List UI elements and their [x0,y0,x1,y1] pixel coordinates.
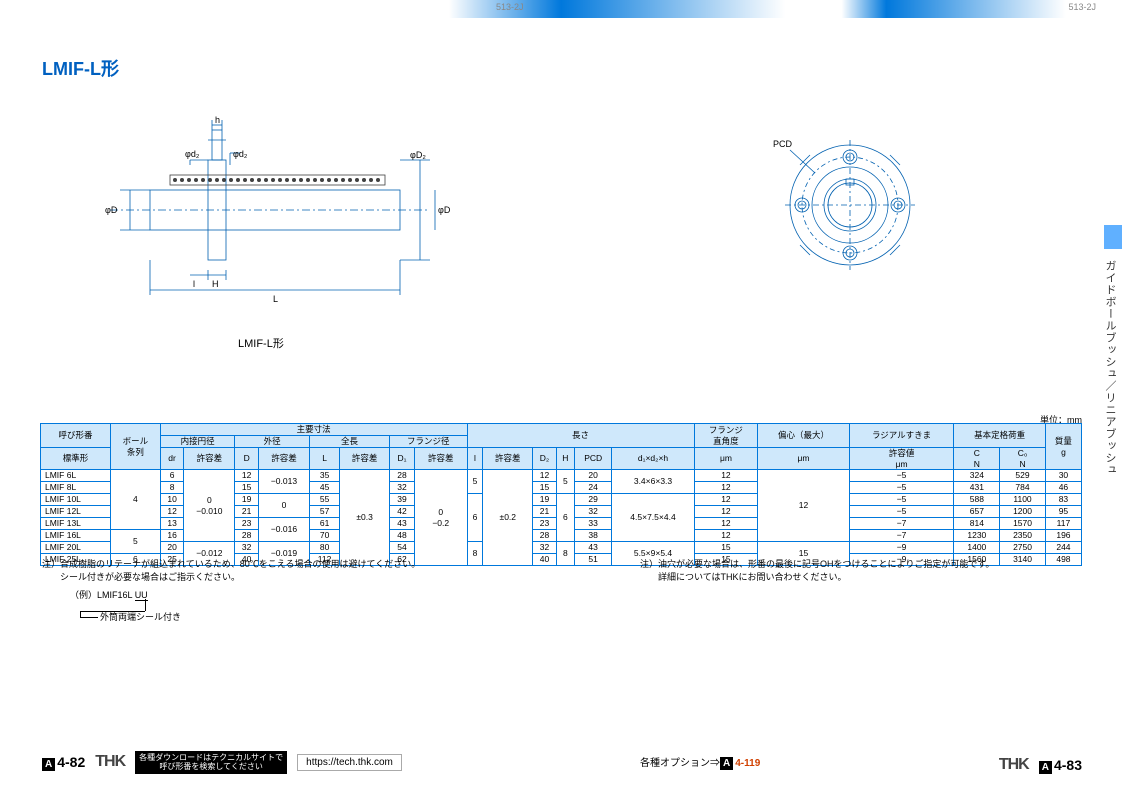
table-row: LMIF 6L 4 6 0−0.010 12 −0.013 35 ±0.3 28… [41,470,1082,482]
notes-left: 注）合成樹脂のリテーナが組込まれているため、80℃をこえる場合の使用は避けてくだ… [42,558,420,583]
example-label: （例）LMIF16L UU [70,588,148,601]
svg-text:H: H [212,279,219,289]
page-footer: A4-82 THK 各種ダウンロードはテクニカルサイトで呼び形番を検索してくださ… [0,750,1122,774]
page-header: 513-2J 513-2J [0,0,1122,18]
side-view-diagram: φD φd₂ φd₂ φD₂ φD₁ h l H L [90,115,450,315]
svg-text:φD₁: φD₁ [438,205,450,215]
example-note: 外筒両端シール付き [100,610,181,623]
diagram-caption: LMIF-L形 [238,335,284,351]
download-note: 各種ダウンロードはテクニカルサイトで呼び形番を検索してください [135,751,287,774]
page-title: LMIF-L形 [42,55,119,81]
svg-text:h: h [215,115,220,125]
header-code-left: 513-2J [490,2,530,12]
svg-text:PCD: PCD [773,139,793,149]
front-view-diagram: PCD [760,115,940,295]
options-link[interactable]: 各種オプション⇒A4-119 [640,754,760,770]
svg-text:φd₂: φd₂ [185,149,200,159]
svg-text:φD₂: φD₂ [410,150,426,160]
side-tab-text: ガイドボールブッシュ／リニアブッシュ [1106,260,1118,476]
logo-left: THK [95,753,125,771]
spec-table: 呼び形番 ボール条列 主要寸法 長さ フランジ直角度 偏心（最大） ラジアルすき… [40,423,1082,566]
table-row: LMIF 20L 20 −0.012 32 −0.019 80 54 8 32 … [41,542,1082,554]
tech-url[interactable]: https://tech.thk.com [297,754,402,771]
header-code-right: 513-2J [1062,2,1102,12]
notes-right: 注）油穴が必要な場合は、形番の最後に記号OHをつけることによりご指定が可能です。… [640,558,994,583]
svg-text:L: L [273,294,278,304]
side-tab-marker [1104,225,1122,249]
svg-text:l: l [193,279,195,289]
logo-right: THK [999,756,1029,774]
svg-text:φd₂: φd₂ [233,149,248,159]
svg-text:φD: φD [105,205,118,215]
